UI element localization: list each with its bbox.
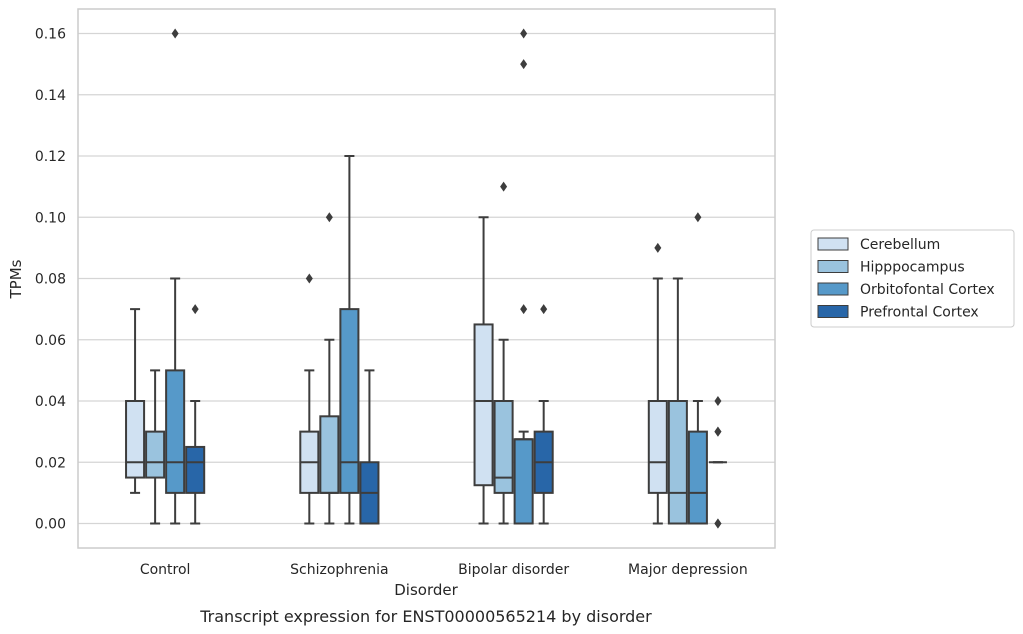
legend-label: Cerebellum	[860, 237, 940, 253]
box-orbitofontal-cortex	[339, 155, 360, 525]
outlier-point	[714, 426, 722, 437]
x-tick-label: Major depression	[628, 562, 748, 578]
y-axis-ticks: 0.00 0.02 0.04 0.06 0.08 0.10 0.12 0.14 0.16	[35, 27, 66, 533]
box-orbitofontal-cortex	[165, 28, 186, 525]
legend: Cerebellum Hipppocampus Orbitofontal Corte…	[810, 229, 1015, 328]
box-prefrontal-cortex	[185, 304, 206, 525]
legend-item: Prefrontal Cortex	[817, 305, 979, 321]
box-iqr	[513, 438, 534, 525]
box-iqr	[647, 400, 668, 494]
box-iqr	[473, 323, 494, 487]
box-iqr	[145, 430, 166, 479]
box-hipppocampus	[145, 369, 166, 525]
legend-swatch	[817, 305, 849, 318]
x-tick-label: Control	[140, 562, 191, 578]
outlier-point	[191, 304, 199, 315]
outlier-point	[540, 304, 548, 315]
outlier-point	[714, 518, 722, 529]
y-tick-label: 0.12	[35, 149, 66, 165]
box-cerebellum	[647, 242, 668, 525]
legend-item: Hipppocampus	[817, 260, 965, 276]
y-tick-label: 0.04	[35, 394, 66, 410]
box-prefrontal-cortex	[533, 304, 554, 525]
legend-frame	[810, 229, 1015, 328]
box-plot-marks	[125, 28, 727, 529]
chart-caption: Transcript expression for ENST0000056521…	[199, 607, 652, 626]
outlier-point	[520, 304, 528, 315]
y-tick-label: 0.02	[35, 455, 66, 471]
box-cerebellum	[473, 216, 494, 525]
box-iqr	[339, 308, 360, 494]
box-iqr	[125, 400, 146, 479]
box-cerebellum	[299, 273, 320, 525]
box-iqr	[687, 430, 708, 525]
outlier-point	[305, 273, 313, 284]
outlier-point	[325, 212, 333, 223]
x-tick-label: Schizophrenia	[290, 562, 388, 578]
y-tick-label: 0.14	[35, 88, 66, 104]
y-tick-label: 0.00	[35, 517, 66, 533]
legend-swatch	[817, 237, 849, 251]
box-hipppocampus	[493, 181, 514, 525]
outlier-point	[171, 28, 179, 39]
x-axis-ticks: Control Schizophrenia Bipolar disorder Majo…	[140, 562, 748, 578]
y-tick-label: 0.08	[35, 272, 66, 288]
box-iqr	[165, 369, 186, 494]
legend-swatch	[817, 282, 849, 296]
legend-label: Prefrontal Cortex	[860, 305, 979, 321]
y-tick-label: 0.16	[35, 27, 66, 43]
x-tick-label: Bipolar disorder	[458, 562, 569, 578]
outlier-point	[714, 396, 722, 406]
box-iqr	[319, 415, 340, 494]
box-hipppocampus	[319, 212, 340, 525]
box-cerebellum	[125, 308, 146, 494]
box-iqr	[667, 400, 688, 525]
y-tick-label: 0.10	[35, 210, 66, 226]
box-iqr	[493, 400, 514, 494]
box-iqr	[185, 445, 206, 494]
box-orbitofontal-cortex	[687, 212, 708, 525]
legend-item: Cerebellum	[817, 237, 940, 253]
outlier-point	[500, 181, 508, 192]
y-axis-label: TPMs	[7, 259, 25, 299]
y-tick-label: 0.06	[35, 333, 66, 349]
box-hipppocampus	[667, 277, 688, 525]
box-prefrontal-cortex	[708, 396, 727, 529]
outlier-point	[654, 242, 662, 253]
outlier-point	[694, 212, 702, 223]
legend-item: Orbitofontal Cortex	[817, 282, 995, 298]
x-axis-label: Disorder	[394, 581, 458, 599]
box-orbitofontal-cortex	[513, 28, 534, 525]
legend-label: Hipppocampus	[860, 260, 965, 276]
outlier-point	[520, 28, 528, 39]
legend-label: Orbitofontal Cortex	[860, 282, 995, 298]
legend-swatch	[817, 260, 849, 273]
plot-frame	[77, 8, 776, 549]
outlier-point	[520, 59, 528, 70]
box-prefrontal-cortex	[359, 369, 380, 525]
